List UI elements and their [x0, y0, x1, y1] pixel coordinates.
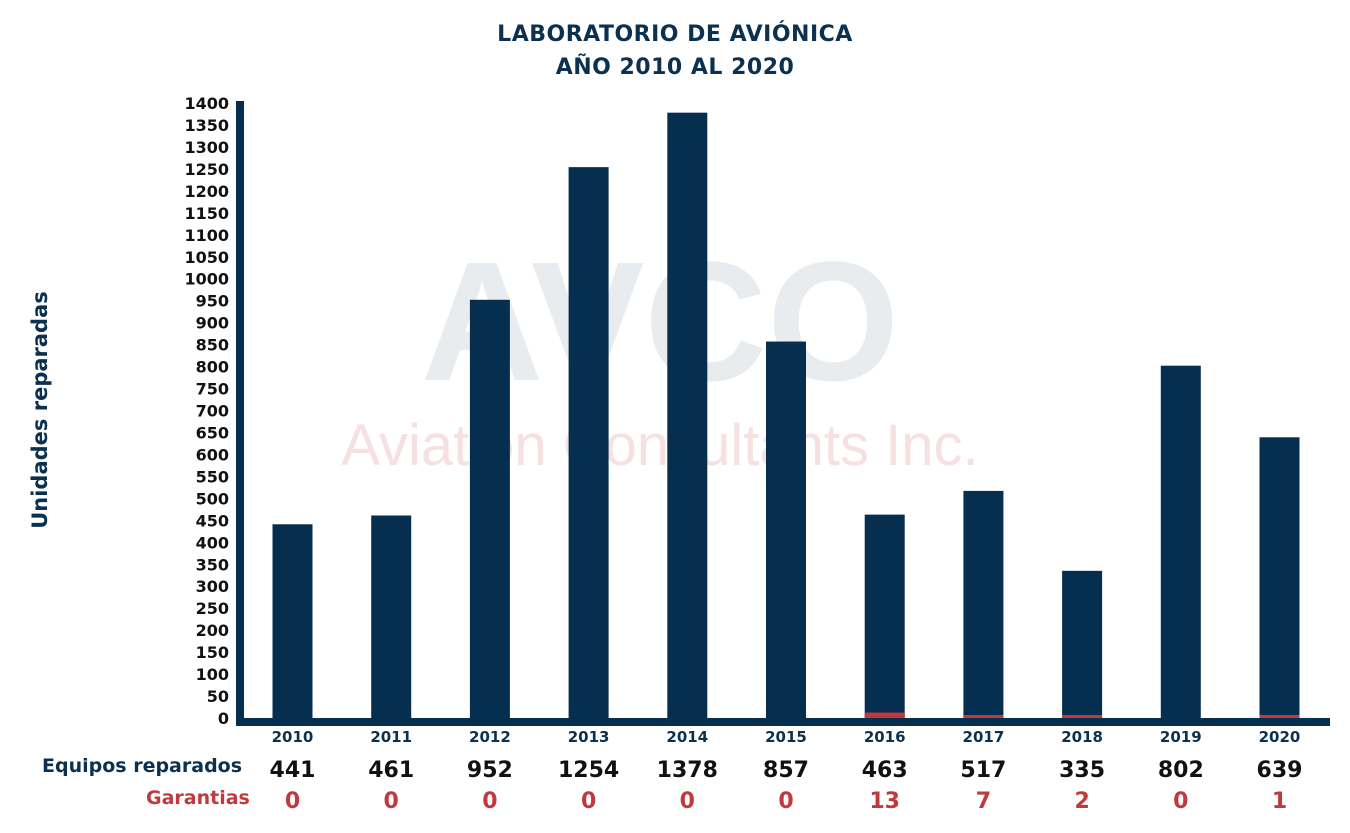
y-tick-label: 900 — [196, 314, 229, 333]
garantias-value-label: 1 — [1272, 789, 1287, 814]
equipos-values-row: 441 461 952 1254 1378 857 463 517 335 802 639 — [270, 758, 1303, 783]
equipos-value-label: 802 — [1158, 758, 1204, 783]
y-tick-label: 650 — [196, 423, 229, 442]
y-tick-label: 350 — [196, 555, 229, 574]
x-tick-label: 2016 — [864, 728, 906, 746]
y-tick-label: 600 — [196, 445, 229, 464]
y-axis-ticks: 0 50 100 150 200 250 300 350 400 450 500 550 600 650 7… — [184, 94, 229, 728]
y-tick-label: 1300 — [184, 138, 229, 157]
chart-title-line-2: AÑO 2010 AL 2020 — [555, 55, 795, 80]
bar-equipos — [1259, 437, 1300, 718]
equipos-value-label: 639 — [1257, 758, 1303, 783]
bar-equipos — [469, 299, 510, 718]
y-tick-label: 950 — [196, 292, 229, 311]
bar-equipos — [1160, 365, 1201, 718]
bar-equipos — [568, 167, 609, 718]
garantias-row-label: Garantias — [146, 787, 250, 809]
y-tick-label: 50 — [207, 687, 229, 706]
equipos-value-label: 463 — [862, 758, 908, 783]
equipos-value-label: 952 — [467, 758, 513, 783]
y-tick-label: 0 — [218, 709, 229, 728]
x-tick-label: 2011 — [370, 728, 412, 746]
x-tick-label: 2013 — [568, 728, 610, 746]
garantias-value-label: 0 — [1173, 789, 1188, 814]
y-tick-label: 1400 — [184, 94, 229, 113]
x-tick-label: 2010 — [272, 728, 314, 746]
y-tick-label: 1050 — [184, 248, 229, 267]
equipos-value-label: 857 — [763, 758, 809, 783]
garantias-value-label: 0 — [680, 789, 695, 814]
garantias-value-label: 0 — [482, 789, 497, 814]
bar-garantias — [1062, 715, 1103, 718]
y-tick-label: 1200 — [184, 182, 229, 201]
y-tick-label: 1100 — [184, 226, 229, 245]
x-tick-label: 2019 — [1160, 728, 1202, 746]
bars — [272, 112, 1300, 718]
x-tick-label: 2017 — [963, 728, 1005, 746]
y-tick-label: 200 — [196, 621, 229, 640]
x-axis-ticks: 2010 2011 2012 2013 2014 2015 2016 2017 2018 2019… — [272, 728, 1301, 746]
garantias-value-label: 0 — [285, 789, 300, 814]
y-tick-label: 400 — [196, 533, 229, 552]
equipos-value-label: 461 — [368, 758, 414, 783]
x-tick-label: 2014 — [666, 728, 708, 746]
garantias-value-label: 2 — [1074, 789, 1089, 814]
bar-equipos — [1062, 570, 1103, 718]
y-tick-label: 550 — [196, 467, 229, 486]
y-tick-label: 100 — [196, 665, 229, 684]
equipos-value-label: 1378 — [657, 758, 718, 783]
x-tick-label: 2015 — [765, 728, 807, 746]
garantias-value-label: 13 — [869, 789, 900, 814]
bar-garantias — [1259, 715, 1300, 718]
bar-equipos — [766, 341, 806, 718]
y-tick-label: 1000 — [184, 270, 229, 289]
garantias-value-label: 0 — [384, 789, 399, 814]
equipos-value-label: 335 — [1059, 758, 1105, 783]
y-tick-label: 300 — [196, 577, 229, 596]
bar-equipos — [963, 490, 1004, 718]
bar-garantias — [864, 712, 905, 718]
garantias-value-label: 0 — [778, 789, 793, 814]
y-tick-label: 800 — [196, 358, 229, 377]
y-tick-label: 500 — [196, 489, 229, 508]
equipos-value-label: 441 — [270, 758, 316, 783]
chart-title-line-1: LABORATORIO DE AVIÓNICA — [497, 22, 853, 47]
garantias-values-row: 0 0 0 0 0 0 13 7 2 0 1 — [285, 789, 1287, 814]
bar-equipos — [667, 112, 708, 718]
bar-equipos — [371, 515, 412, 718]
y-tick-label: 850 — [196, 336, 229, 355]
y-tick-label: 1350 — [184, 116, 229, 135]
y-tick-label: 1150 — [184, 204, 229, 223]
y-tick-label: 750 — [196, 380, 229, 399]
y-tick-label: 250 — [196, 599, 229, 618]
x-tick-label: 2018 — [1061, 728, 1103, 746]
equipos-value-label: 1254 — [558, 758, 619, 783]
bar-equipos — [864, 514, 905, 718]
y-tick-label: 150 — [196, 643, 229, 662]
x-tick-label: 2020 — [1259, 728, 1301, 746]
bar-garantias — [963, 715, 1004, 718]
x-tick-label: 2012 — [469, 728, 511, 746]
bar-equipos — [272, 524, 313, 718]
equipos-row-label: Equipos reparados — [42, 755, 243, 777]
equipos-value-label: 517 — [960, 758, 1006, 783]
garantias-value-label: 0 — [581, 789, 596, 814]
y-tick-label: 700 — [196, 402, 229, 421]
garantias-value-label: 7 — [976, 789, 991, 814]
y-tick-label: 450 — [196, 511, 229, 530]
y-tick-label: 1250 — [184, 160, 229, 179]
